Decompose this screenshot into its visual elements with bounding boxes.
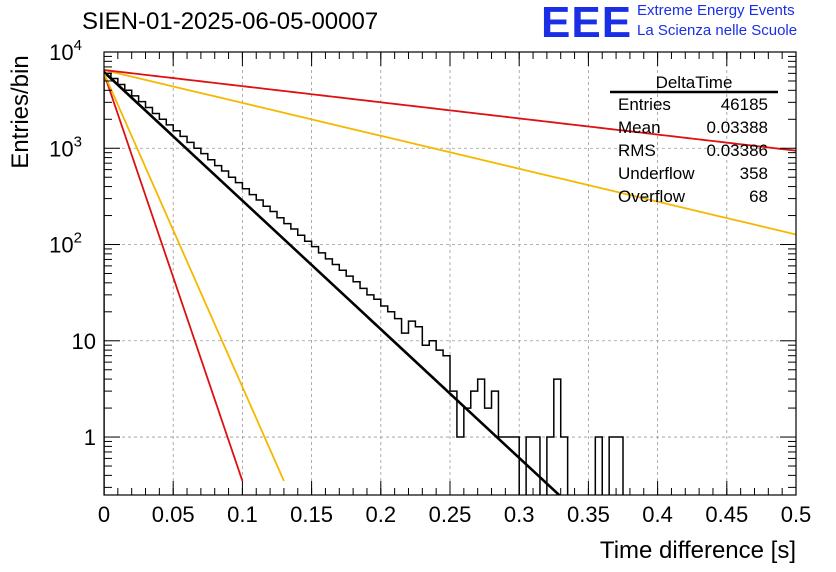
grid-lines: [104, 51, 796, 495]
stats-row-label: Underflow: [618, 164, 695, 183]
logo-caption-line2: La Scienza nelle Scuole: [637, 22, 798, 39]
x-tick-label: 0.5: [781, 502, 812, 527]
histogram-steps: [104, 72, 624, 495]
x-tick-label: 0.1: [227, 502, 258, 527]
stats-box-title: DeltaTime: [656, 73, 733, 92]
axes-layer: 0 0.05 0.1 0.15 0.2 0.25 0.3 0.35 0.4 0.45 0.5 1 10 1…: [49, 37, 811, 527]
x-tick-label: 0.35: [567, 502, 610, 527]
y-tick-label: 10: [72, 329, 96, 354]
x-tick-label: 0.05: [152, 502, 195, 527]
x-tick-label: 0.2: [366, 502, 397, 527]
curve-yellow-steep: [104, 72, 285, 482]
x-tick-label: 0.45: [705, 502, 748, 527]
y-tick-label: 102: [49, 230, 82, 258]
stats-box: DeltaTime Entries 46185 Mean 0.03388 RMS 0.03…: [610, 73, 778, 206]
x-axis-label: Time difference [s]: [600, 537, 796, 564]
stats-row-label: RMS: [618, 141, 656, 160]
curve-red-shallow: [104, 69, 796, 152]
chart-title: SIEN-01-2025-06-05-00007: [82, 8, 379, 35]
y-tick-label: 1: [84, 425, 96, 450]
stats-row-label: Entries: [618, 95, 671, 114]
x-tick-label: 0.3: [504, 502, 535, 527]
y-axis-label: Entries/bin: [7, 55, 34, 168]
stats-row-value: 46185: [721, 95, 768, 114]
logo-caption-line1: Extreme Energy Events: [637, 2, 795, 19]
curve-yellow-shallow: [104, 69, 796, 236]
x-tick-label: 0: [98, 502, 110, 527]
x-tick-label: 0.15: [290, 502, 333, 527]
y-tick-label: 103: [49, 133, 82, 161]
eee-logo: EEE: [541, 0, 633, 47]
x-tick-label: 0.4: [642, 502, 673, 527]
stats-row-label: Overflow: [618, 187, 686, 206]
curve-fit: [104, 71, 562, 495]
stats-row-value: 0.03388: [707, 118, 768, 137]
curves-layer: [104, 69, 796, 495]
stats-row-value: 358: [740, 164, 768, 183]
curve-red-steep: [104, 73, 244, 482]
y-tick-label: 104: [49, 37, 82, 65]
stats-row-value: 68: [749, 187, 768, 206]
stats-row-label: Mean: [618, 118, 661, 137]
stats-row-value: 0.03386: [707, 141, 768, 160]
x-tick-label: 0.25: [429, 502, 472, 527]
